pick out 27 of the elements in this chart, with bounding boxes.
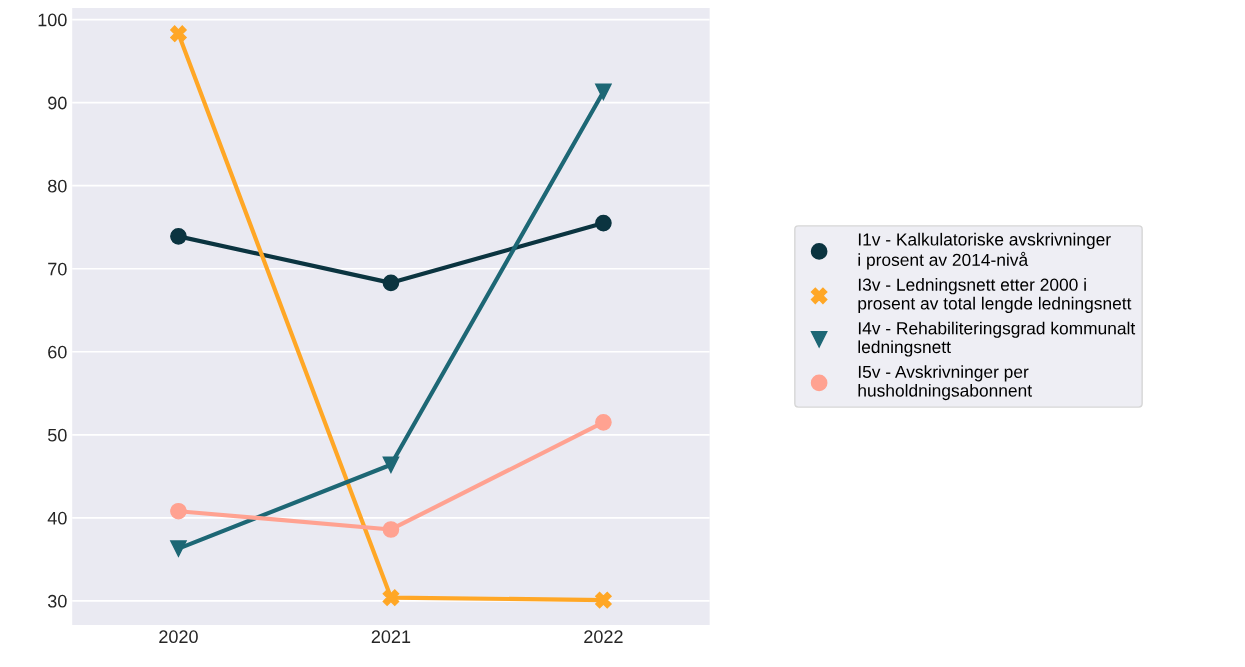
x-tick-label: 2022	[584, 630, 623, 644]
point	[170, 25, 187, 43]
y-tick-label: 70	[48, 262, 67, 276]
legend-label: I5v - Avskrivninger per husholdningsabonnent	[858, 365, 1032, 401]
point	[595, 414, 612, 431]
y-tick-label: 50	[47, 428, 67, 442]
legend-label: I3v - Ledningsnett etter 2000 i prosent av total lengde ledningsnett	[858, 278, 1132, 313]
legend-label: I4v - Rehabiliteringsgrad kommunalt ledningsnett	[858, 321, 1136, 357]
legend-label: I1v - Kalkulatoriske avskrivninger i prosent av 2014-nivå	[858, 232, 1111, 270]
x-tick-label: 2020	[159, 630, 198, 644]
y-tick-label: 100	[38, 13, 67, 27]
y-tick-label: 30	[47, 594, 67, 608]
point	[595, 83, 612, 101]
y-tick-label: 40	[47, 511, 67, 525]
y-tick-label: 80	[48, 179, 67, 193]
point	[170, 540, 187, 557]
point	[382, 456, 400, 474]
point	[595, 214, 612, 232]
y-tick-label: 60	[48, 345, 67, 359]
point	[382, 589, 400, 606]
x-tick-label: 2021	[371, 630, 411, 644]
point	[170, 502, 187, 520]
point	[382, 521, 400, 538]
point	[595, 591, 612, 609]
point	[382, 274, 400, 292]
y-tick-label: 90	[48, 96, 67, 110]
point	[170, 228, 187, 245]
